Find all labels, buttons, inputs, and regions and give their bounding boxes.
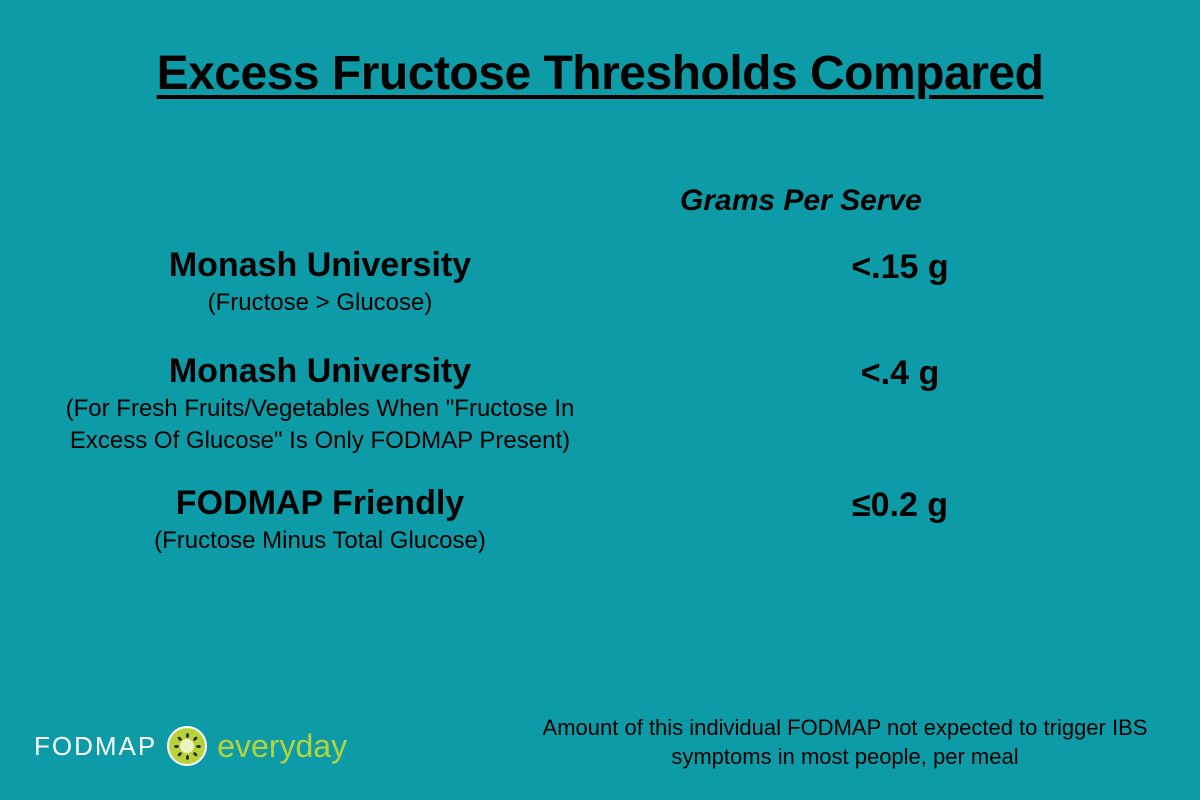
logo-word-everyday: everyday xyxy=(217,728,347,765)
table-row: FODMAP Friendly (Fructose Minus Total Gl… xyxy=(40,484,1160,556)
row-value: <.15 g xyxy=(640,246,1160,287)
row-label: FODMAP Friendly xyxy=(40,484,600,523)
page-title: Excess Fructose Thresholds Compared xyxy=(0,0,1200,101)
row-label: Monash University xyxy=(40,352,600,391)
column-header-grams: Grams Per Serve xyxy=(680,184,922,218)
row-sublabel: (Fructose > Glucose) xyxy=(40,287,600,318)
row-value: <.4 g xyxy=(640,352,1160,393)
row-value: ≤0.2 g xyxy=(640,484,1160,525)
footnote-text: Amount of this individual FODMAP not exp… xyxy=(540,713,1150,772)
kiwi-icon xyxy=(167,726,207,766)
threshold-table: Monash University (Fructose > Glucose) <… xyxy=(0,246,1200,556)
table-row: Monash University (For Fresh Fruits/Vege… xyxy=(40,352,1160,455)
row-sublabel: (For Fresh Fruits/Vegetables When "Fruct… xyxy=(40,393,600,455)
row-sublabel: (Fructose Minus Total Glucose) xyxy=(40,525,600,556)
table-row: Monash University (Fructose > Glucose) <… xyxy=(40,246,1160,318)
row-label: Monash University xyxy=(40,246,600,285)
logo-word-fodmap: FODMAP xyxy=(34,731,157,762)
brand-logo: FODMAP everyday xyxy=(34,726,347,766)
